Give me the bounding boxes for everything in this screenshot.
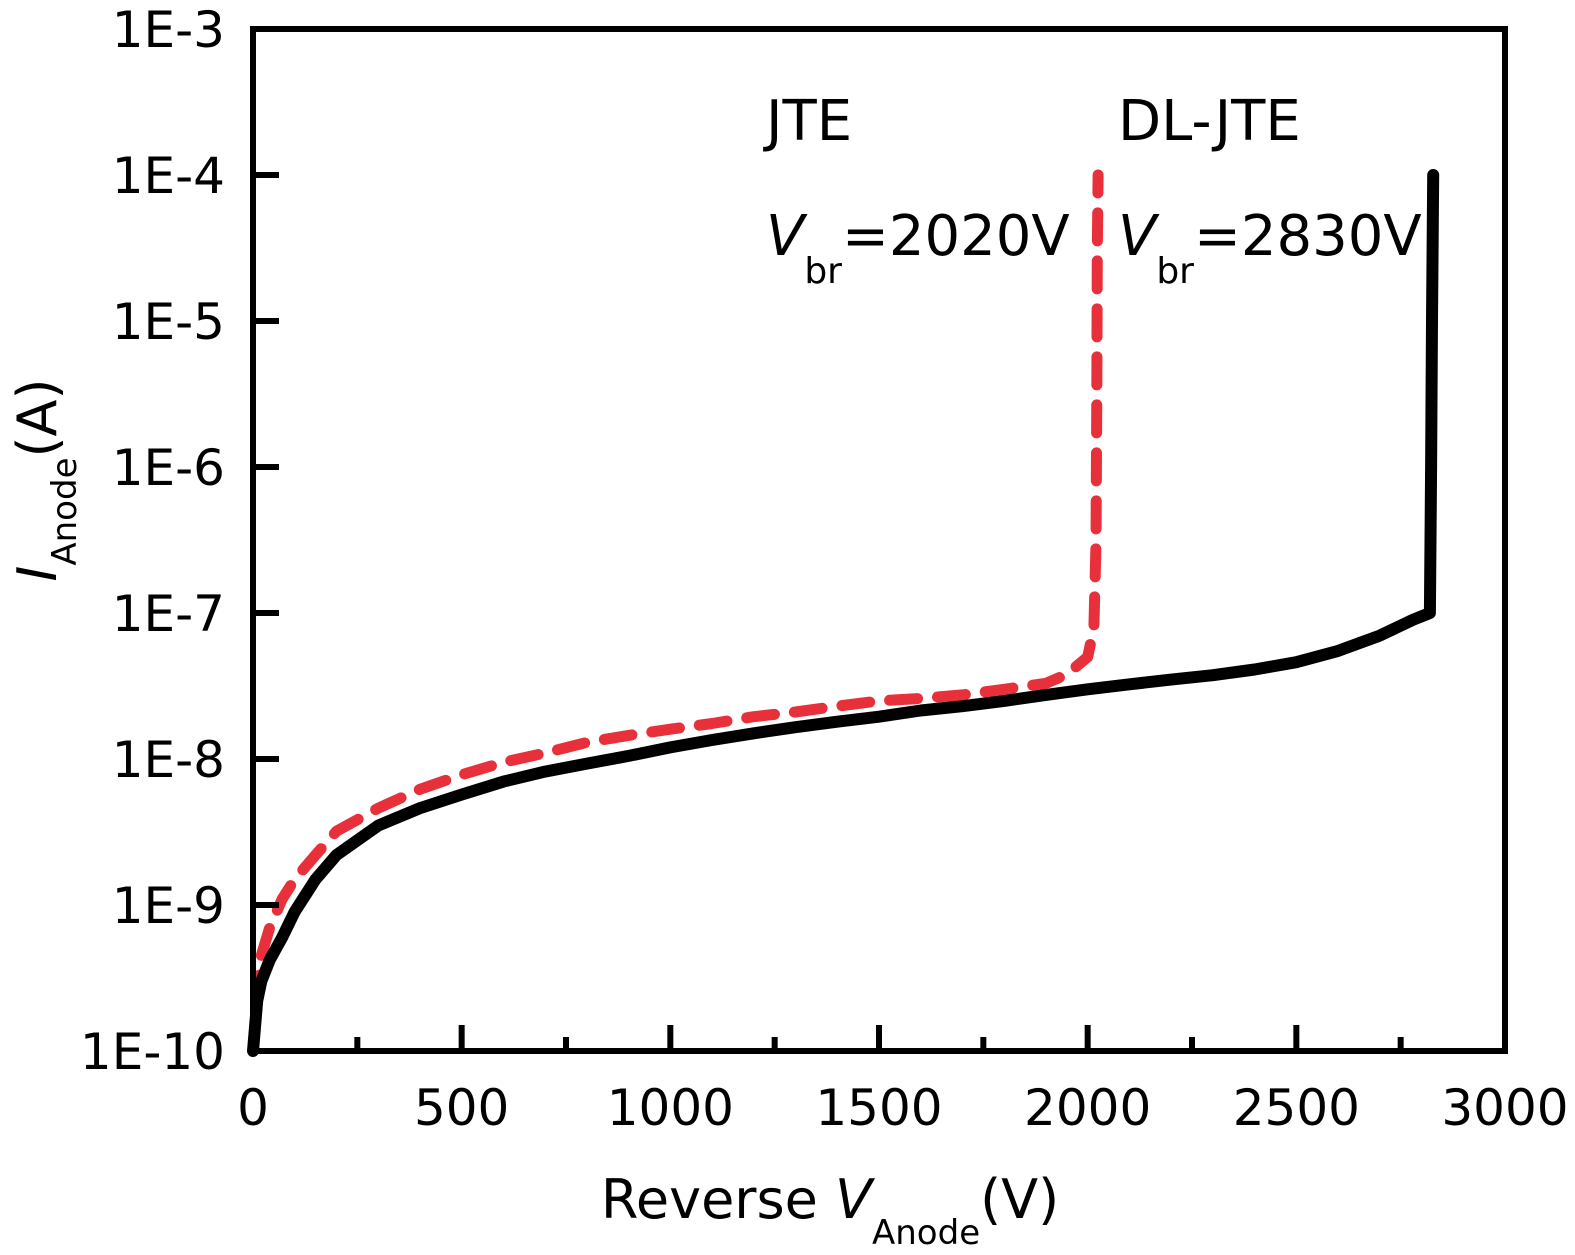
jte-series-line bbox=[247, 169, 1104, 1057]
y-tick-label: 1E-4 bbox=[112, 147, 225, 205]
y-tick-label: 1E-8 bbox=[112, 731, 225, 789]
annotation-jte-name: JTE bbox=[763, 89, 852, 154]
annotation-dljte-vbr: Vbr=2830V bbox=[1118, 204, 1422, 292]
y-axis-ticks: 1E-10 1E-9 1E-8 1E-7 1E-6 1E-5 1E-4 1E-3 bbox=[80, 1, 279, 1081]
series-layer bbox=[247, 169, 1440, 1057]
x-tick-label: 1500 bbox=[815, 1079, 942, 1137]
y-axis-title: IAnode(A) bbox=[6, 378, 85, 581]
y-tick-label: 1E-7 bbox=[112, 585, 225, 643]
x-tick-label: 2000 bbox=[1024, 1079, 1151, 1137]
plot-frame bbox=[250, 26, 1508, 1054]
x-tick-label: 2500 bbox=[1233, 1079, 1360, 1137]
x-axis-title: Reverse VAnode(V) bbox=[601, 1168, 1059, 1253]
annotation-dljte-name: DL-JTE bbox=[1118, 89, 1301, 154]
x-tick-label: 3000 bbox=[1441, 1079, 1568, 1137]
y-tick-label: 1E-10 bbox=[80, 1023, 225, 1081]
x-tick-label: 1000 bbox=[607, 1079, 734, 1137]
annotation-jte-vbr: Vbr=2020V bbox=[766, 204, 1070, 292]
x-tick-label: 0 bbox=[237, 1079, 269, 1137]
y-tick-label: 1E-6 bbox=[112, 439, 225, 497]
y-tick-label: 1E-3 bbox=[112, 1, 225, 59]
dl-jte-series-line bbox=[247, 169, 1440, 1057]
y-tick-label: 1E-9 bbox=[112, 877, 225, 935]
y-tick-label: 1E-5 bbox=[112, 293, 225, 351]
x-tick-label: 500 bbox=[414, 1079, 509, 1137]
x-axis-ticks: 0 500 1000 1500 2000 2500 3000 bbox=[237, 1025, 1569, 1137]
